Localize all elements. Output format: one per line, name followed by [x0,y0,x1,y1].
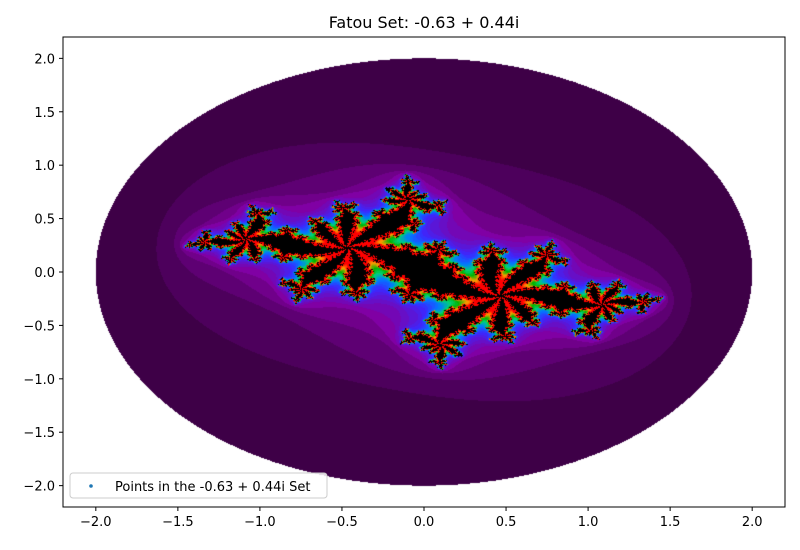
y-tick-label: 1.0 [34,159,55,174]
x-tick-label: −2.0 [80,515,112,530]
y-axis: −2.0 −1.5 −1.0 −0.5 0.0 0.5 1.0 1.5 2.0 [23,52,63,495]
legend-box [69,472,328,499]
x-tick-label: 2.0 [742,515,763,530]
y-tick-label: 0.5 [34,213,55,228]
y-tick-label: −0.5 [23,319,55,334]
y-tick-label: 1.5 [34,106,55,121]
x-tick-label: 1.5 [660,515,681,530]
legend-label: Points in the -0.63 + 0.44i Set [115,480,310,495]
chart-title: Fatou Set: -0.63 + 0.44i [329,13,520,32]
x-tick-label: −1.0 [244,515,276,530]
y-tick-label: −2.0 [23,480,55,495]
x-tick-label: 0.5 [496,515,517,530]
legend: Points in the -0.63 + 0.44i Set [69,472,328,499]
x-tick-label: 0.0 [414,515,435,530]
x-tick-label: 1.0 [578,515,599,530]
x-tick-label: −1.5 [162,515,194,530]
y-tick-label: 2.0 [34,52,55,67]
x-tick-label: −0.5 [326,515,358,530]
y-tick-label: 0.0 [34,266,55,281]
legend-marker [89,484,93,488]
plot-area [63,37,785,507]
y-tick-label: −1.0 [23,373,55,388]
y-tick-label: −1.5 [23,426,55,441]
x-axis: −2.0 −1.5 −1.0 −0.5 0.0 0.5 1.0 1.5 2.0 [80,507,763,530]
fractal-heatmap [63,37,785,507]
